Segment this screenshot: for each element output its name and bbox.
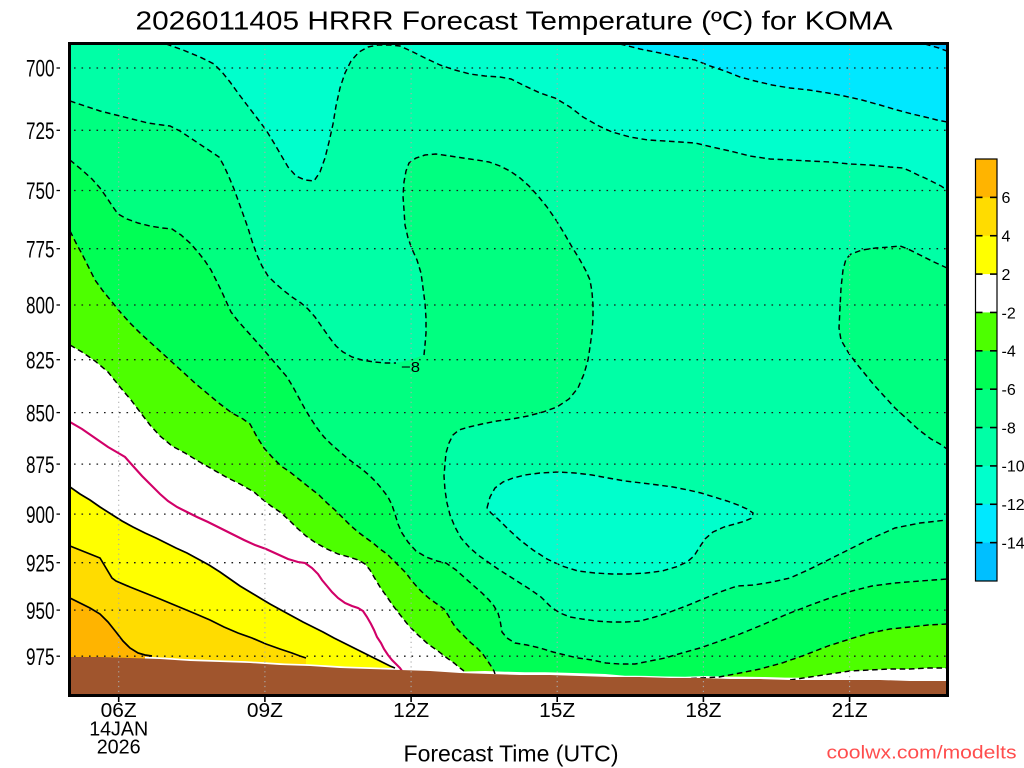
svg-text:-12: -12 <box>1002 497 1024 514</box>
svg-text:12Z: 12Z <box>393 700 429 722</box>
svg-text:18Z: 18Z <box>685 700 721 722</box>
svg-text:950: 950 <box>26 598 55 625</box>
svg-text:-14: -14 <box>1002 535 1024 552</box>
svg-text:900: 900 <box>26 502 55 529</box>
svg-text:2: 2 <box>1002 267 1011 284</box>
svg-text:700: 700 <box>26 56 55 83</box>
svg-text:825: 825 <box>26 347 55 374</box>
svg-text:875: 875 <box>26 452 55 479</box>
svg-text:−8: −8 <box>401 359 420 376</box>
svg-text:6: 6 <box>1002 190 1011 207</box>
svg-text:21Z: 21Z <box>832 700 868 722</box>
svg-text:2026: 2026 <box>97 737 141 759</box>
svg-text:4: 4 <box>1002 229 1011 246</box>
svg-text:750: 750 <box>26 178 55 205</box>
svg-text:06Z: 06Z <box>101 700 137 722</box>
svg-text:975: 975 <box>26 644 55 671</box>
svg-text:-6: -6 <box>1002 382 1016 399</box>
svg-text:-2: -2 <box>1002 305 1016 322</box>
svg-text:775: 775 <box>26 236 55 263</box>
svg-text:Forecast Time (UTC): Forecast Time (UTC) <box>404 741 619 767</box>
svg-text:14JAN: 14JAN <box>89 719 148 741</box>
svg-text:-10: -10 <box>1002 459 1024 476</box>
svg-text:725: 725 <box>26 118 55 145</box>
svg-text:coolwx.com/modelts: coolwx.com/modelts <box>827 742 1017 763</box>
svg-text:2026011405 HRRR Forecast Tempe: 2026011405 HRRR Forecast Temperature (ºC… <box>136 6 894 36</box>
svg-text:09Z: 09Z <box>247 700 283 722</box>
svg-text:-8: -8 <box>1002 420 1016 437</box>
svg-text:850: 850 <box>26 400 55 427</box>
svg-text:-4: -4 <box>1002 344 1016 361</box>
svg-text:925: 925 <box>26 550 55 577</box>
svg-text:800: 800 <box>26 293 55 320</box>
svg-text:15Z: 15Z <box>539 700 575 722</box>
